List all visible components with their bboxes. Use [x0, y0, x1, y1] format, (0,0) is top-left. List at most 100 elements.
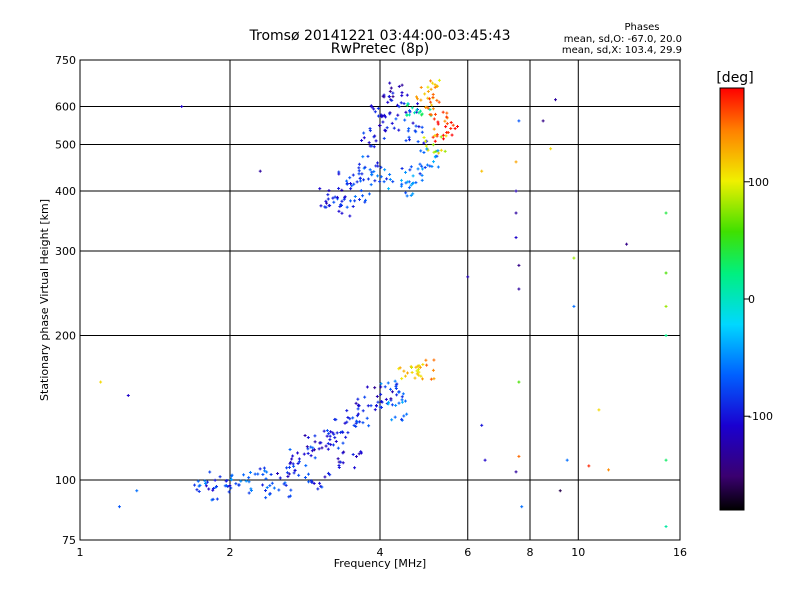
data-point — [443, 119, 447, 123]
data-point — [351, 452, 355, 456]
y-axis-ticks: 75 100 200 300 400 500 600 750 — [55, 54, 76, 547]
data-point — [420, 112, 424, 116]
data-point — [664, 334, 668, 338]
data-point — [431, 368, 435, 372]
data-point — [379, 385, 383, 389]
data-point — [433, 139, 437, 143]
data-point — [249, 487, 253, 491]
data-point — [338, 205, 342, 209]
data-point — [215, 497, 219, 501]
data-point — [340, 211, 344, 215]
data-point — [360, 138, 364, 142]
data-point — [396, 113, 400, 117]
data-point — [369, 183, 373, 187]
data-point — [389, 397, 393, 401]
data-point — [326, 193, 330, 197]
data-point — [607, 468, 611, 472]
data-point — [258, 467, 262, 471]
data-point — [292, 471, 296, 475]
data-point — [307, 480, 311, 484]
data-point — [435, 154, 439, 158]
data-point — [351, 173, 355, 177]
data-point — [398, 366, 402, 370]
data-point — [358, 420, 362, 424]
data-point — [268, 493, 272, 497]
data-point — [664, 304, 668, 308]
data-point — [345, 409, 349, 413]
data-point — [435, 134, 439, 138]
data-point — [421, 363, 425, 367]
data-point — [376, 400, 380, 404]
data-point — [415, 369, 419, 373]
data-point — [420, 173, 424, 177]
data-point — [349, 187, 353, 191]
data-point — [374, 139, 378, 143]
colorbar-tick-label: 100 — [748, 176, 769, 189]
data-point — [433, 155, 437, 159]
data-point — [514, 236, 518, 240]
data-point — [405, 103, 409, 107]
data-point — [353, 199, 357, 203]
data-point — [344, 435, 348, 439]
data-point — [361, 421, 365, 425]
data-point — [363, 395, 367, 399]
chart-subtitle: RwPretec (8p) — [331, 41, 429, 57]
data-point — [415, 97, 419, 101]
data-point — [262, 466, 266, 470]
data-point — [376, 174, 380, 178]
data-point — [419, 374, 423, 378]
data-point — [369, 104, 373, 108]
data-point — [302, 452, 306, 456]
data-point — [414, 365, 418, 369]
data-point — [332, 200, 336, 204]
data-point — [425, 105, 429, 109]
data-point — [403, 374, 407, 378]
data-point — [420, 125, 424, 129]
data-point — [373, 110, 377, 114]
colorbar-tick-label: -100 — [748, 410, 773, 423]
data-point — [363, 198, 367, 202]
data-point — [393, 415, 397, 419]
data-point — [345, 182, 349, 186]
data-point — [352, 182, 356, 186]
data-point — [379, 165, 383, 169]
data-point — [319, 441, 323, 445]
data-point — [381, 120, 385, 124]
data-point — [517, 380, 521, 384]
data-point — [211, 488, 215, 492]
data-point — [333, 436, 337, 440]
data-point — [390, 98, 394, 102]
data-point — [343, 195, 347, 199]
data-point — [218, 475, 222, 479]
data-point — [341, 441, 345, 445]
data-point — [483, 458, 487, 462]
data-point — [289, 488, 293, 492]
y-tick-label: 75 — [62, 534, 76, 547]
data-point — [386, 100, 390, 104]
x-axis-ticks: 1 2 4 6 8 10 16 — [77, 546, 688, 559]
data-point — [439, 148, 443, 152]
data-point — [270, 481, 274, 485]
data-point — [356, 397, 360, 401]
data-point — [359, 450, 363, 454]
data-point — [335, 431, 339, 435]
data-point — [445, 111, 449, 115]
data-point — [411, 181, 415, 185]
data-point — [313, 456, 317, 460]
data-point — [388, 81, 392, 85]
data-point — [326, 447, 330, 451]
data-point — [306, 472, 310, 476]
data-point — [366, 404, 370, 408]
data-point — [386, 402, 390, 406]
data-point — [368, 168, 372, 172]
data-point — [443, 149, 447, 153]
data-point — [400, 167, 404, 171]
data-point — [394, 117, 398, 121]
data-point — [336, 457, 340, 461]
data-point — [430, 164, 434, 168]
data-point — [433, 85, 437, 89]
data-point — [431, 107, 435, 111]
data-point — [341, 461, 345, 465]
data-point — [402, 102, 406, 106]
data-point — [348, 176, 352, 180]
